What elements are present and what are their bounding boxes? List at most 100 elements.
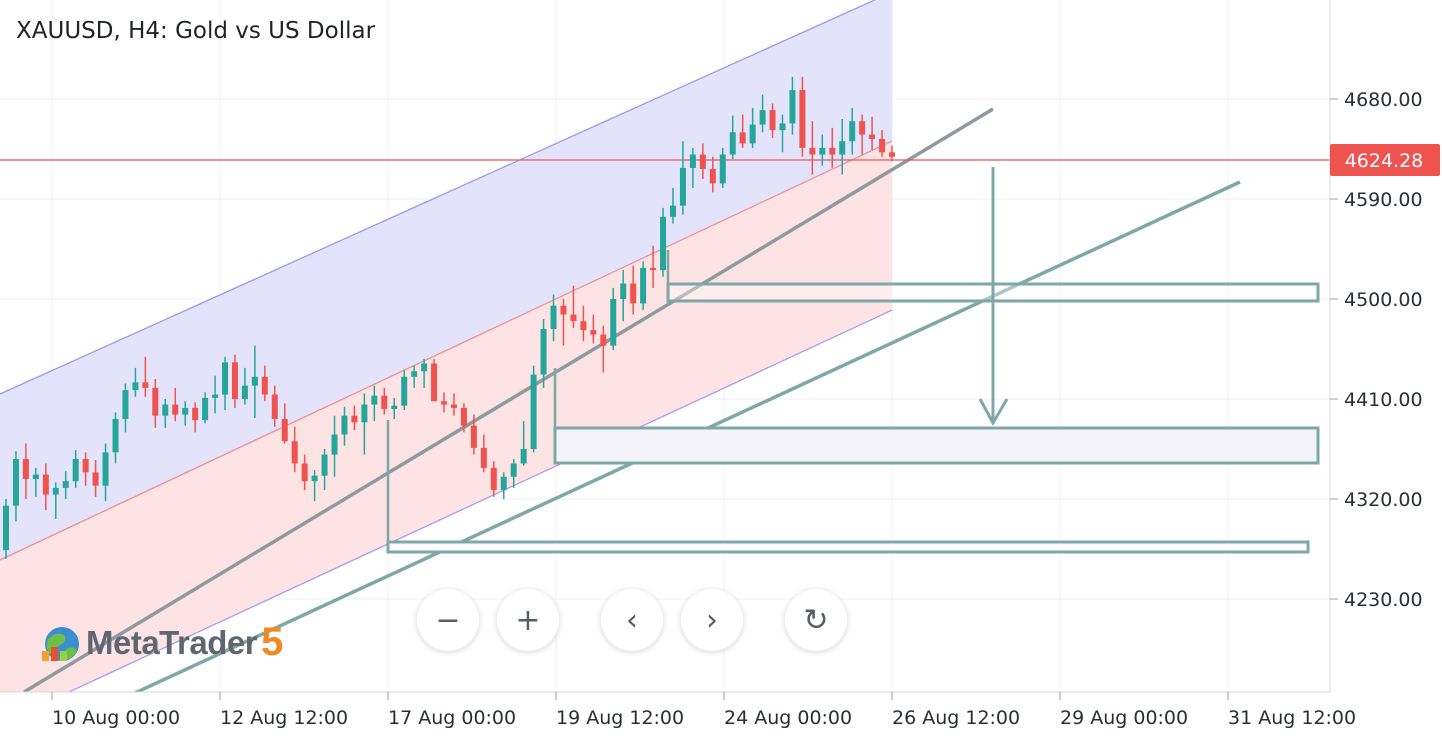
candle xyxy=(669,187,676,224)
scroll-left-button[interactable]: ‹ xyxy=(601,589,663,651)
candle xyxy=(889,145,895,162)
candle xyxy=(879,130,886,157)
candle xyxy=(391,397,398,419)
candle xyxy=(361,393,368,455)
time-tick-label: 10 Aug 00:00 xyxy=(52,707,180,729)
candle xyxy=(630,265,637,315)
time-axis[interactable]: 10 Aug 00:00 12 Aug 12:00 17 Aug 00:00 19 A… xyxy=(51,692,1356,729)
candle xyxy=(421,359,428,388)
candle xyxy=(72,450,79,488)
candle xyxy=(540,319,547,388)
time-tick-label: 12 Aug 12:00 xyxy=(220,707,348,729)
time-tick-label: 31 Aug 12:00 xyxy=(1228,707,1356,729)
current-price-tag: 4624.28 xyxy=(1330,144,1440,176)
current-price-label: 4624.28 xyxy=(1345,150,1424,172)
candle xyxy=(22,443,29,499)
candle xyxy=(819,134,826,166)
candle xyxy=(241,367,248,405)
candle xyxy=(112,412,119,464)
candles xyxy=(3,76,895,559)
candle xyxy=(202,392,209,424)
zoom-out-button[interactable]: − xyxy=(417,589,479,651)
price-tick-label: 4320.00 xyxy=(1344,489,1423,511)
candle xyxy=(490,461,497,497)
candle xyxy=(291,426,298,473)
candle xyxy=(82,452,89,486)
candle xyxy=(231,354,238,408)
candle xyxy=(699,143,706,179)
candle xyxy=(480,434,487,473)
candle xyxy=(650,245,657,288)
candle xyxy=(590,314,597,344)
candle xyxy=(162,399,169,428)
minus-icon: − xyxy=(435,602,461,638)
candle xyxy=(689,147,696,188)
candle xyxy=(550,294,557,342)
chevron-left-icon: ‹ xyxy=(626,602,638,638)
candle xyxy=(261,365,268,402)
chevron-right-icon: › xyxy=(706,602,718,638)
time-tick-label: 29 Aug 00:00 xyxy=(1060,707,1188,729)
metatrader-logo: MetaTrader 5 xyxy=(38,620,283,665)
candle xyxy=(142,356,149,397)
chart-title: XAUUSD, H4: Gold vs US Dollar xyxy=(16,18,376,44)
channel-upper-line xyxy=(0,0,877,395)
candle xyxy=(321,449,328,491)
reset-chart-button[interactable]: ↻ xyxy=(785,589,847,651)
candle xyxy=(301,454,308,491)
candle xyxy=(152,379,159,428)
price-tick-label: 4230.00 xyxy=(1344,589,1423,611)
candle xyxy=(530,365,537,453)
candle xyxy=(679,141,686,215)
candle xyxy=(222,356,229,411)
candle xyxy=(610,287,617,351)
scroll-right-button[interactable]: › xyxy=(681,589,743,651)
candle xyxy=(42,463,49,511)
candle xyxy=(341,406,348,446)
candle xyxy=(729,115,736,159)
price-axis[interactable]: 4680.00 4590.00 4500.00 4410.00 4320.00 4230.… xyxy=(1330,89,1423,611)
candle xyxy=(192,402,199,433)
candle xyxy=(251,345,258,418)
candle xyxy=(510,459,517,488)
candle xyxy=(809,121,816,175)
candle xyxy=(431,359,438,402)
candle xyxy=(739,114,746,148)
lower-support-zone xyxy=(386,540,1310,554)
candle xyxy=(102,443,109,502)
candle xyxy=(759,94,766,133)
trendline-steep xyxy=(23,107,994,692)
candle xyxy=(441,392,448,413)
candle xyxy=(182,401,189,426)
candle xyxy=(281,403,288,444)
zoom-in-button[interactable]: + xyxy=(497,589,559,651)
candle xyxy=(769,103,776,138)
candle xyxy=(52,482,59,519)
candle xyxy=(331,415,338,477)
candle xyxy=(172,387,179,422)
candle xyxy=(3,499,9,559)
candle xyxy=(849,107,856,155)
candle xyxy=(371,385,378,422)
candle xyxy=(719,147,726,188)
trendline-support xyxy=(132,180,1241,692)
candle xyxy=(869,116,876,151)
time-tick-label: 24 Aug 00:00 xyxy=(724,707,852,729)
candle xyxy=(62,471,69,499)
candle xyxy=(12,451,19,522)
candle xyxy=(620,270,627,322)
candle xyxy=(271,385,278,427)
candle xyxy=(411,365,418,388)
candle xyxy=(749,107,756,148)
candle xyxy=(859,114,866,155)
candle xyxy=(381,387,388,415)
regression-channel-upper xyxy=(0,0,892,560)
candle xyxy=(799,76,806,157)
candle xyxy=(560,299,567,346)
price-tick-label: 4590.00 xyxy=(1344,189,1423,211)
time-tick-label: 26 Aug 12:00 xyxy=(892,707,1020,729)
candle xyxy=(709,156,716,193)
candle xyxy=(580,305,587,342)
channel-lower-line xyxy=(67,309,893,692)
